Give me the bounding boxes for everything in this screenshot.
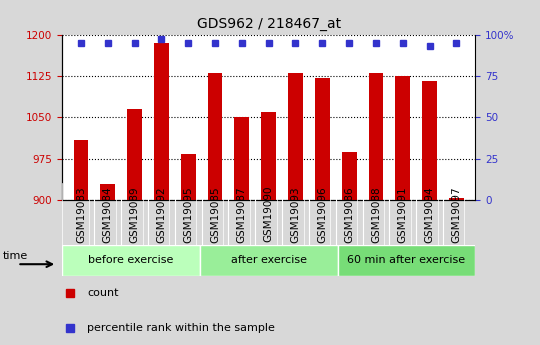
Bar bbox=[100, 184, 115, 200]
Bar bbox=[234, 117, 249, 200]
Title: GDS962 / 218467_at: GDS962 / 218467_at bbox=[197, 17, 341, 31]
Bar bbox=[181, 154, 195, 200]
Bar bbox=[288, 73, 303, 200]
Bar bbox=[395, 76, 410, 200]
Bar bbox=[207, 73, 222, 200]
Bar bbox=[342, 151, 356, 200]
Bar bbox=[338, 245, 475, 276]
Text: time: time bbox=[3, 251, 29, 261]
Bar bbox=[261, 112, 276, 200]
Text: GSM19096: GSM19096 bbox=[318, 186, 327, 243]
Text: GSM19088: GSM19088 bbox=[371, 186, 381, 243]
Bar bbox=[200, 245, 338, 276]
Text: GSM19094: GSM19094 bbox=[424, 186, 435, 243]
Text: GSM19086: GSM19086 bbox=[344, 186, 354, 243]
Text: count: count bbox=[87, 288, 118, 298]
Bar bbox=[369, 73, 383, 200]
Bar bbox=[127, 109, 142, 200]
Text: GSM19091: GSM19091 bbox=[398, 186, 408, 243]
Text: GSM19095: GSM19095 bbox=[183, 186, 193, 243]
Text: GSM19092: GSM19092 bbox=[157, 186, 166, 243]
Text: GSM19084: GSM19084 bbox=[103, 186, 113, 243]
Text: after exercise: after exercise bbox=[231, 256, 307, 265]
Bar bbox=[73, 140, 88, 200]
Text: GSM19089: GSM19089 bbox=[130, 186, 139, 243]
Bar bbox=[154, 43, 168, 200]
Text: GSM19093: GSM19093 bbox=[291, 186, 300, 243]
Text: before exercise: before exercise bbox=[88, 256, 174, 265]
Text: 60 min after exercise: 60 min after exercise bbox=[347, 256, 465, 265]
Bar bbox=[62, 245, 200, 276]
Text: GSM19085: GSM19085 bbox=[210, 186, 220, 243]
Text: GSM19090: GSM19090 bbox=[264, 186, 274, 243]
Text: GSM19083: GSM19083 bbox=[76, 186, 86, 243]
Text: percentile rank within the sample: percentile rank within the sample bbox=[87, 323, 275, 333]
Bar bbox=[422, 81, 437, 200]
Text: GSM19097: GSM19097 bbox=[451, 186, 461, 243]
Bar bbox=[449, 198, 464, 200]
Text: GSM19087: GSM19087 bbox=[237, 186, 247, 243]
Bar bbox=[315, 78, 330, 200]
